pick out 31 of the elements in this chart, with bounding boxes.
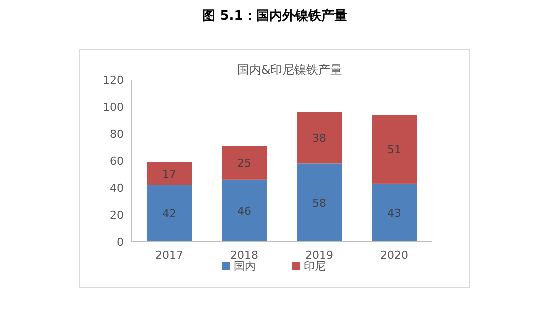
data-label: 43 <box>388 206 402 220</box>
y-tick-label: 60 <box>110 155 124 168</box>
chart-title: 图 5.1：国内外镍铁产量 <box>202 8 348 24</box>
y-tick-label: 120 <box>103 74 124 87</box>
x-tick-label: 2018 <box>230 249 258 262</box>
data-label: 58 <box>312 196 326 210</box>
y-tick-label: 0 <box>117 236 124 249</box>
bar <box>297 164 342 242</box>
data-label: 25 <box>238 157 252 170</box>
x-tick-label: 2017 <box>156 249 184 262</box>
y-tick-label: 20 <box>110 209 124 222</box>
x-tick-label: 2019 <box>306 249 334 262</box>
data-label: 17 <box>162 168 176 181</box>
y-tick-label: 40 <box>110 182 124 195</box>
bar <box>297 112 342 164</box>
chart-subtitle: 国内&印尼镍铁产量 <box>237 63 343 77</box>
bar <box>222 146 267 180</box>
data-label: 38 <box>312 132 326 146</box>
bar <box>147 185 192 242</box>
bar <box>372 115 417 184</box>
bar <box>372 184 417 242</box>
y-tick-label: 80 <box>110 128 124 141</box>
bar <box>147 162 192 186</box>
data-label: 46 <box>238 204 252 218</box>
data-label: 51 <box>388 144 402 157</box>
legend-label: 印尼 <box>304 260 326 273</box>
x-tick-label: 2020 <box>380 249 408 262</box>
data-label: 42 <box>162 208 176 221</box>
bar <box>222 180 267 242</box>
legend-label: 国内 <box>234 260 256 273</box>
y-tick-label: 100 <box>103 101 124 114</box>
